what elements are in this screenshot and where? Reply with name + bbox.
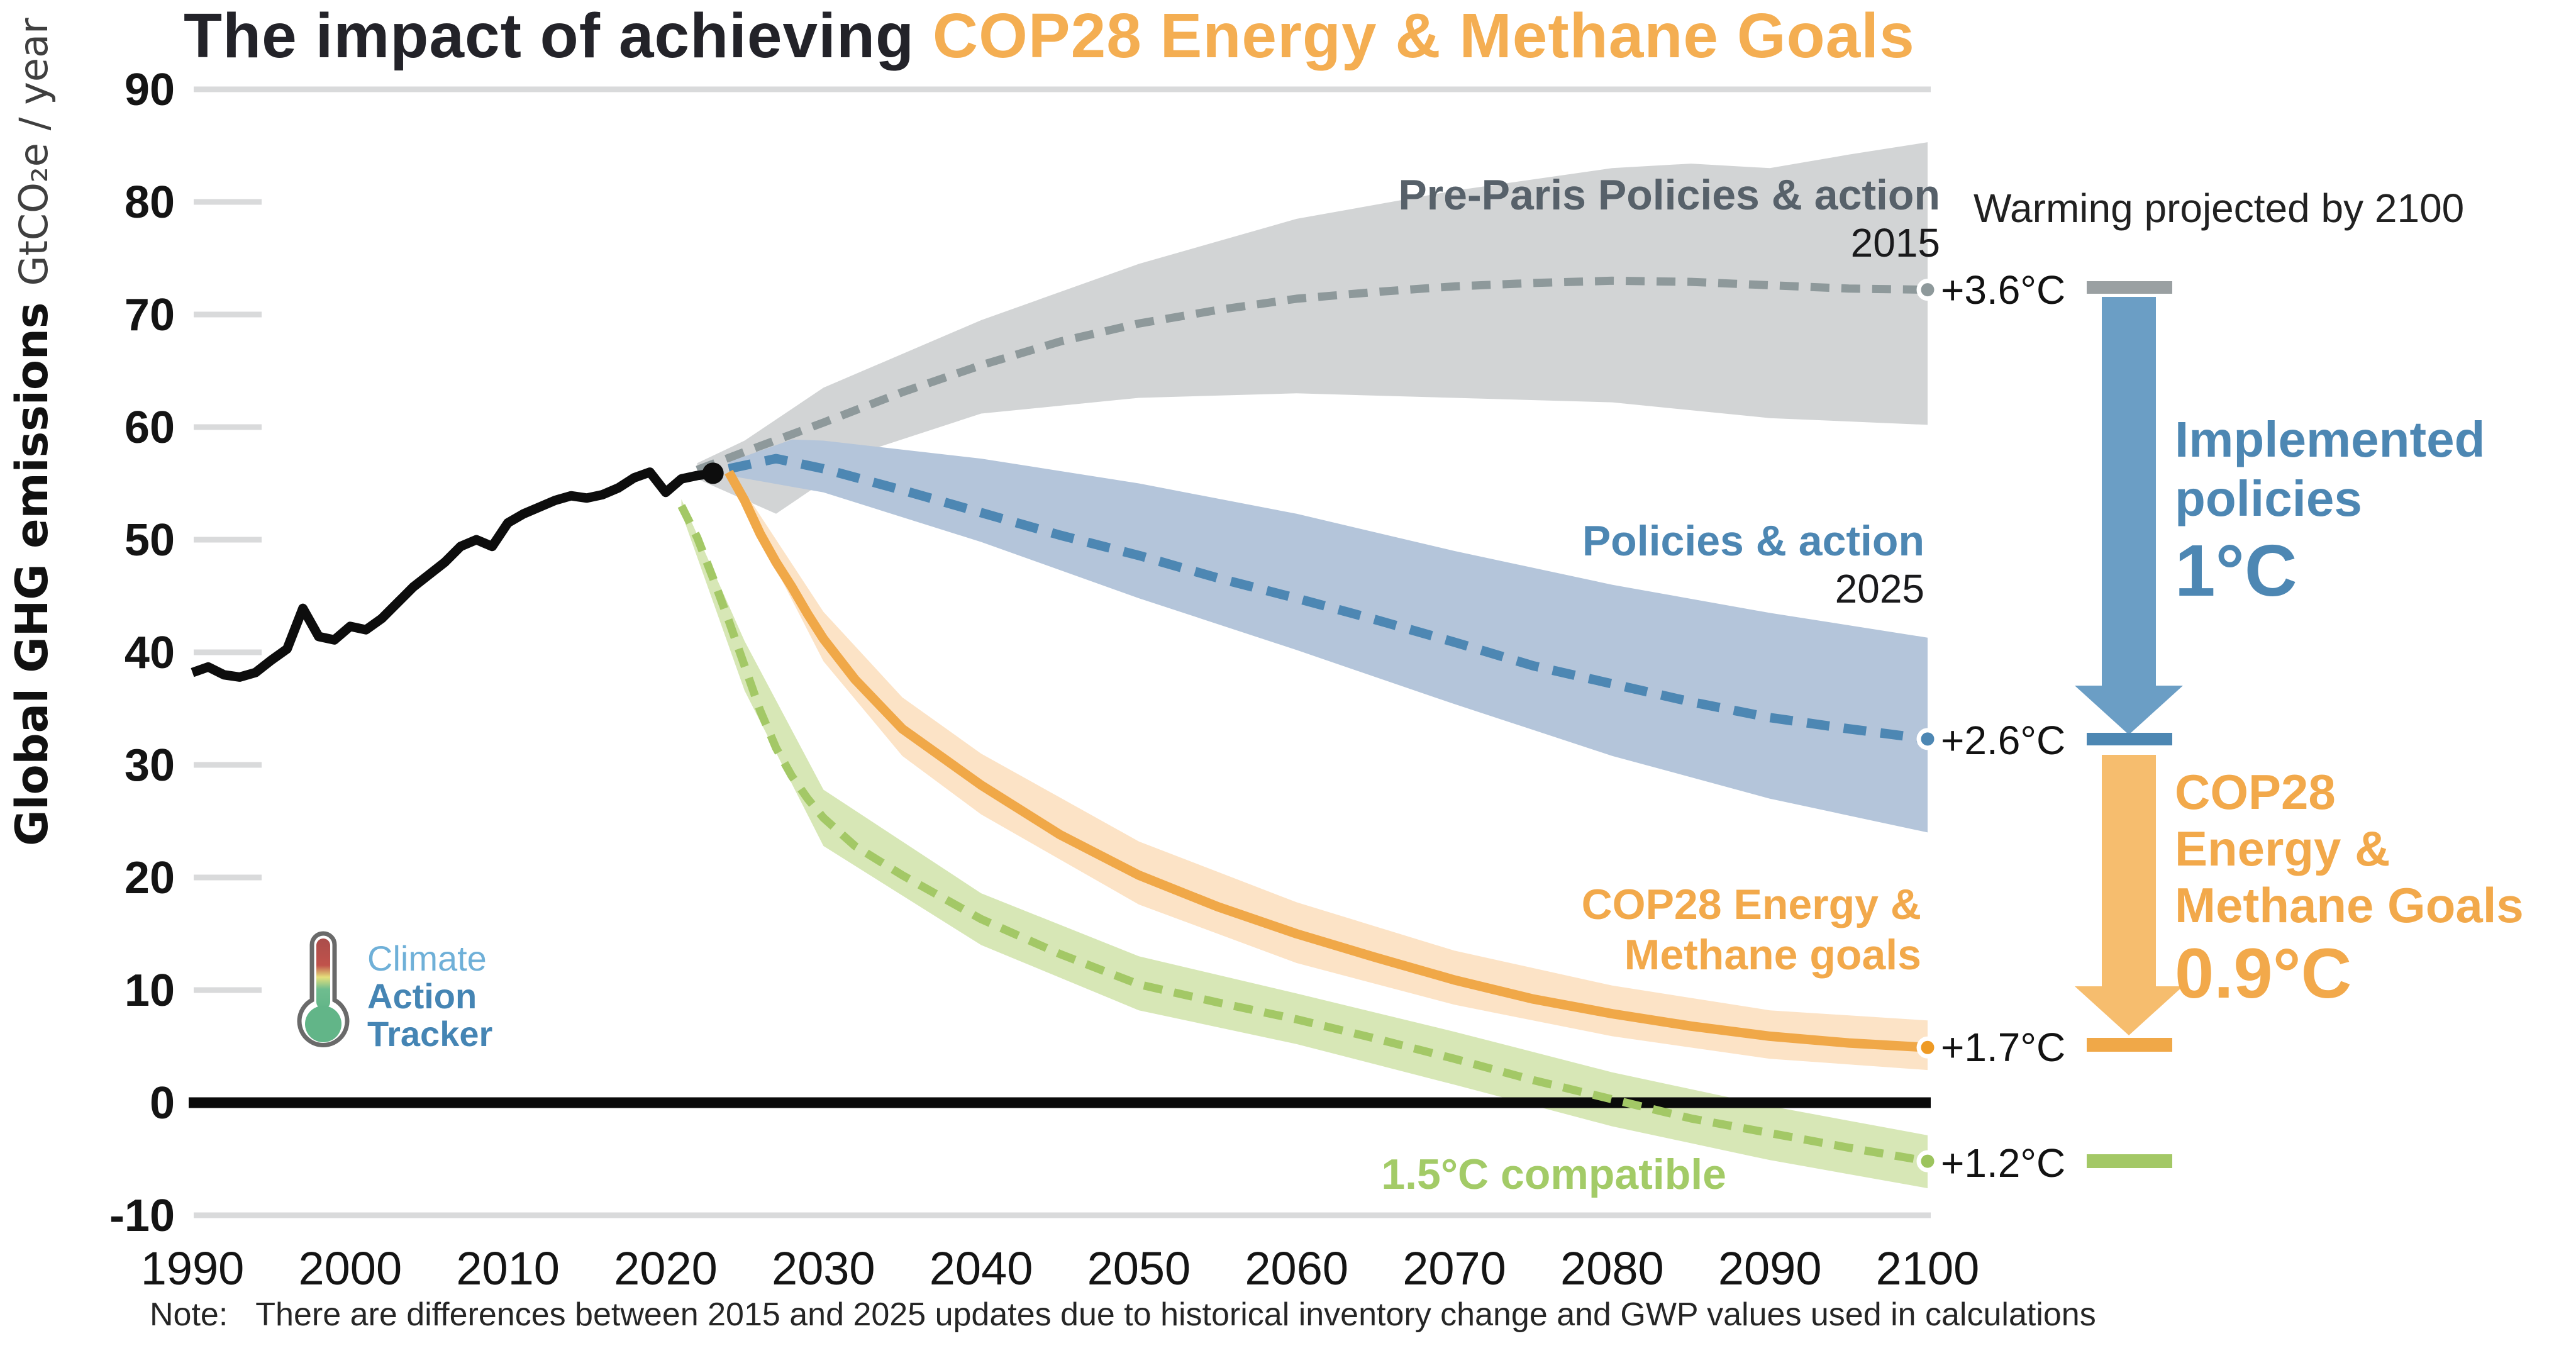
x-tick-label-2030: 2030 [772,1242,875,1295]
y-tick-label-0: 0 [150,1078,175,1128]
title-highlight: COP28 Energy & Methane Goals [932,1,1915,71]
x-tick-label-2060: 2060 [1245,1242,1348,1295]
implemented-line1: Implemented [2175,411,2485,467]
temp-label-3-6: +3.6°C [1941,267,2066,313]
label-policies-name: Policies & action [1582,517,1924,565]
implemented-line2: policies [2175,471,2362,526]
label-pre-paris: Pre-Paris Policies & action 2015 [1398,170,1940,265]
end-dot-cop28 [1916,1036,1939,1059]
cop28-delta: 0.9°C [2175,934,2352,1013]
end-dot-policies [1916,728,1939,750]
logo-action: Action [367,976,477,1016]
label-cop28-line1: COP28 Energy & [1581,881,1921,928]
logo-climate: Climate [367,938,487,978]
temp-label-1-7: +1.7°C [1941,1025,2066,1070]
x-tick-label-2080: 2080 [1560,1242,1664,1295]
label-15-compatible: 1.5°C compatible [1381,1150,1726,1198]
cop28-callout-line1: COP28 [2175,764,2336,820]
y-tick-label-70: 70 [125,290,175,340]
band-cop28 [728,467,1928,1071]
y-tick-label-90: 90 [125,65,175,115]
warming-panel-header: Warming projected by 2100 [1974,186,2465,231]
implemented-policies-callout: Implemented policies 1°C [2175,410,2485,613]
y-tick-label-40: 40 [125,628,175,678]
climate-action-tracker-logo: Climate Action Tracker [296,930,492,1053]
thermometer-icon [297,931,350,1047]
cop28-arrow-head [2075,986,2183,1035]
y-axis-label-unit: GtCO₂e / year [11,18,57,286]
title-prefix: The impact of achieving [184,1,933,71]
end-dot-compatible [1916,1150,1939,1172]
climate-action-tracker-text: Climate Action Tracker [367,940,492,1053]
y-axis-label-bold: Global GHG emissions [6,302,58,846]
band-pre_paris [697,142,1928,514]
temp-label-2-6: +2.6°C [1941,718,2066,763]
tick-bar-1-7 [2087,1038,2172,1052]
tick-bar-1-2 [2087,1154,2172,1168]
cop28-goals-callout: COP28 Energy & Methane Goals 0.9°C [2175,764,2524,1014]
y-tick-label-60: 60 [125,403,175,453]
y-tick-label-10: 10 [125,966,175,1016]
y-tick-label-80: 80 [125,177,175,228]
x-tick-label-2040: 2040 [930,1242,1033,1295]
implemented-arrow-head [2075,686,2183,735]
x-tick-label-2000: 2000 [299,1242,402,1295]
x-tick-label-2020: 2020 [614,1242,718,1295]
footnote-text: There are differences between 2015 and 2… [255,1296,2096,1333]
y-tick-label-30: 30 [125,740,175,791]
x-tick-label-2070: 2070 [1402,1242,1506,1295]
x-tick-label-2090: 2090 [1718,1242,1822,1295]
end-dot-pre_paris [1916,279,1939,301]
historical-end-dot [702,462,724,484]
y-tick-label-50: 50 [125,515,175,565]
cop28-arrow-shaft [2102,755,2156,986]
x-tick-label-2010: 2010 [456,1242,560,1295]
x-tick-label-2050: 2050 [1087,1242,1191,1295]
band-compatible [681,499,1928,1188]
footnote-label: Note: [150,1296,228,1333]
label-cop28-goals: COP28 Energy & Methane goals [1582,879,1921,980]
y-axis-label: Global GHG emissions GtCO₂e / year [6,18,58,846]
label-cop28-line2: Methane goals [1624,931,1921,979]
label-policies: Policies & action 2025 [1582,516,1924,611]
cop28-callout-line2: Energy & [2175,821,2390,876]
historical-line [191,467,714,682]
x-tick-label-1990: 1990 [141,1242,245,1295]
line-cop28 [724,469,1928,1052]
footnote: Note: There are differences between 2015 … [150,1296,2096,1334]
label-pre-paris-name: Pre-Paris Policies & action [1398,171,1940,219]
band-policies [728,439,1928,833]
label-policies-year: 2025 [1835,566,1924,611]
line-pre_paris [696,276,1928,474]
line-policies [728,454,1928,744]
label-pre-paris-year: 2015 [1850,220,1940,265]
y-tick-label-20: 20 [125,853,175,903]
tick-bar-3-6 [2087,281,2172,294]
page-title: The impact of achieving COP28 Energy & M… [184,0,1915,72]
logo-tracker: Tracker [367,1014,493,1054]
implemented-delta: 1°C [2175,530,2297,611]
y-tick-label--10: -10 [109,1191,175,1241]
cop28-callout-line3: Methane Goals [2175,877,2524,933]
tick-bar-2-6 [2087,733,2172,745]
implemented-arrow-shaft [2102,297,2156,686]
x-tick-label-2100: 2100 [1876,1242,1980,1295]
line-compatible [677,504,1929,1166]
temp-label-1-2: +1.2°C [1941,1140,2066,1186]
